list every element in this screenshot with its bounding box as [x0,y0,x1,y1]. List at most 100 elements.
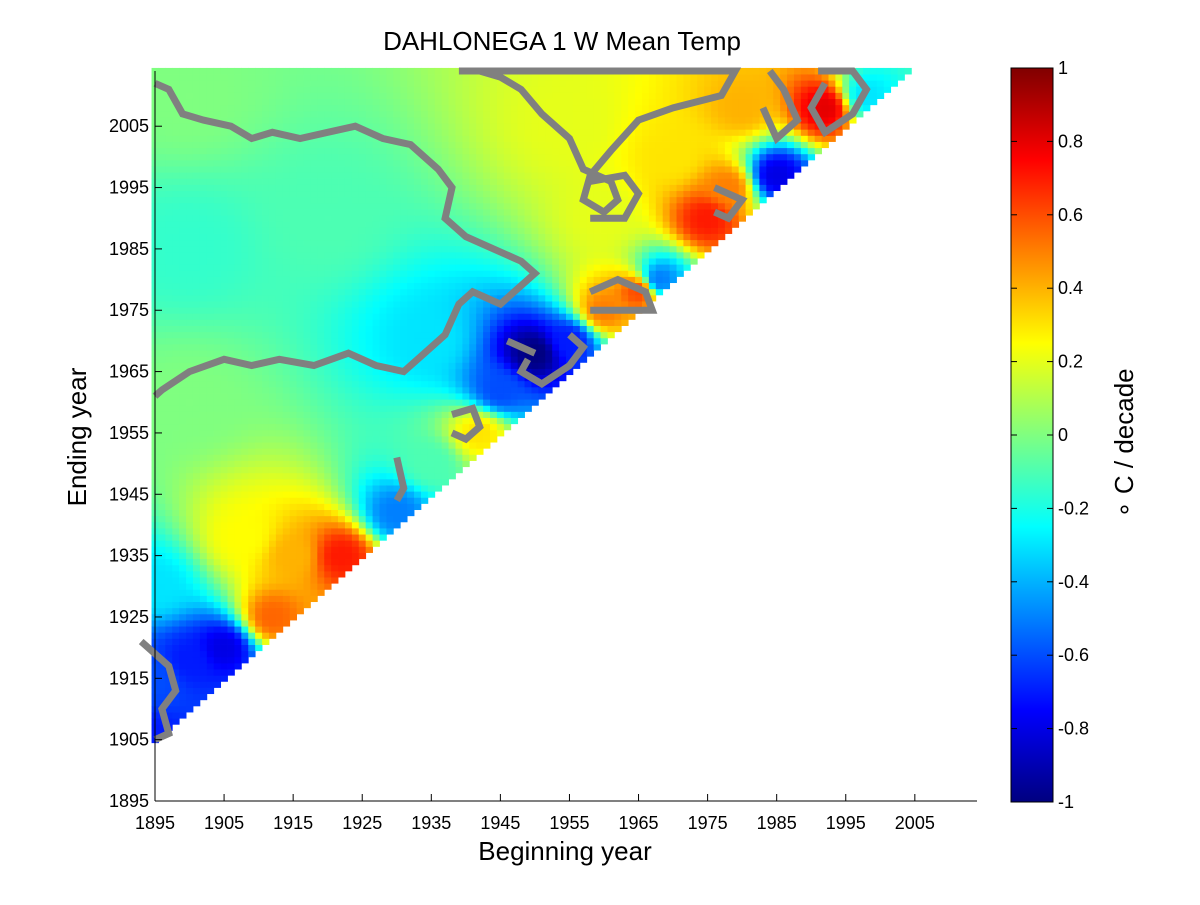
heatmap-cell [324,337,332,345]
heatmap-cell [414,503,422,511]
heatmap-cell [490,325,498,333]
heatmap-cell [490,227,498,234]
heatmap-cell [586,258,595,265]
heatmap-cell [282,227,291,234]
heatmap-cell [282,564,291,572]
heatmap-cell [490,172,498,179]
heatmap-cell [179,98,187,106]
heatmap-cell [186,521,194,529]
heatmap-cell [165,129,173,136]
heatmap-cell [372,159,380,167]
heatmap-cell [476,221,484,228]
heatmap-cell [476,270,484,277]
heatmap-cell [414,331,422,339]
heatmap-cell [331,215,339,222]
heatmap-cell [296,276,304,284]
heatmap-cell [220,172,228,179]
heatmap-cell [296,264,304,271]
heatmap-cell [379,319,387,326]
heatmap-cell [227,583,235,590]
heatmap-cell [510,393,519,400]
heatmap-cell [572,117,581,124]
heatmap-cell [414,485,422,492]
heatmap-cell [179,570,187,578]
heatmap-cell [538,178,546,185]
heatmap-cell [462,141,470,149]
heatmap-cell [462,454,470,461]
heatmap-cell [165,650,173,658]
heatmap-cell [206,626,215,633]
heatmap-cell [386,258,394,265]
heatmap-cell [206,325,215,333]
heatmap-cell [524,405,532,412]
heatmap-cell [524,110,532,118]
heatmap-cell [365,368,373,376]
heatmap-cell [379,264,387,271]
heatmap-cell [462,442,470,449]
heatmap-cell [310,485,318,492]
heatmap-cell [199,196,208,204]
heatmap-cell [268,607,277,615]
heatmap-cell [407,411,415,418]
heatmap-cell [324,313,332,320]
heatmap-cell [531,178,539,185]
heatmap-cell [545,282,553,290]
heatmap-cell [393,202,401,210]
heatmap-cell [206,423,215,431]
heatmap-cell [400,399,408,406]
heatmap-cell [248,485,256,492]
heatmap-cell [220,282,228,290]
heatmap-cell [414,294,422,302]
heatmap-cell [303,190,311,198]
heatmap-cell [372,270,380,277]
heatmap-cell [407,466,415,474]
heatmap-cell [206,589,215,596]
heatmap-cell [586,313,595,320]
heatmap-cell [275,393,284,400]
heatmap-cell [220,613,228,621]
heatmap-cell [372,386,380,394]
heatmap-cell [199,386,208,394]
heatmap-cell [586,276,595,284]
heatmap-cell [379,202,387,210]
heatmap-cell [407,67,415,75]
heatmap-cell [262,307,270,314]
heatmap-cell [338,515,346,523]
heatmap-cell [262,540,270,547]
heatmap-cell [206,656,215,664]
heatmap-cell [524,399,532,406]
heatmap-cell [179,693,187,701]
heatmap-cell [510,104,519,112]
heatmap-cell [179,258,187,265]
heatmap-cell [496,350,505,357]
heatmap-cell [455,356,463,363]
heatmap-cell [365,405,373,412]
heatmap-cell [331,313,339,320]
heatmap-cell [262,546,270,553]
heatmap-cell [559,264,567,271]
heatmap-cell [303,528,311,535]
heatmap-cell [434,178,443,185]
heatmap-cell [538,264,546,271]
heatmap-cell [434,92,443,99]
heatmap-cell [296,442,304,449]
heatmap-cell [275,104,284,112]
heatmap-cell [234,466,242,474]
heatmap-cell [490,178,498,185]
heatmap-cell [483,215,491,222]
heatmap-cell [192,313,201,320]
heatmap-cell [179,276,187,284]
heatmap-cell [165,595,173,603]
heatmap-cell [545,319,553,326]
heatmap-cell [303,509,311,517]
heatmap-cell [303,98,311,106]
heatmap-cell [462,117,470,124]
heatmap-cell [427,362,436,369]
heatmap-cell [503,356,512,363]
heatmap-cell [206,650,215,658]
heatmap-cell [386,343,394,351]
heatmap-cell [420,190,429,198]
heatmap-cell [552,258,560,265]
heatmap-cell [379,405,387,412]
heatmap-cell [427,86,436,93]
